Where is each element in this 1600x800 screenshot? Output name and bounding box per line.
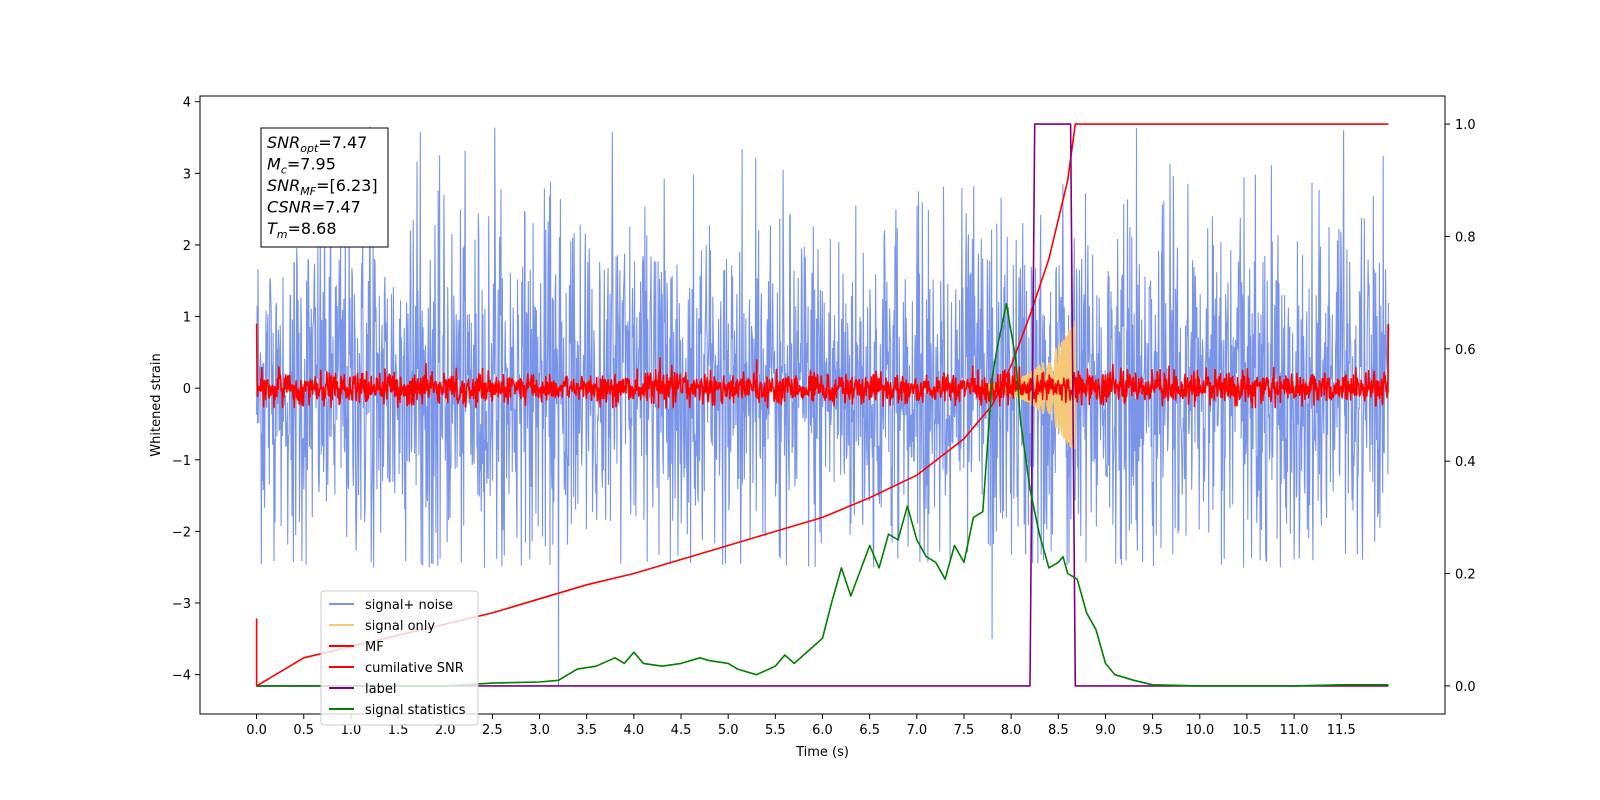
x-tick-label: 6.5: [859, 723, 880, 738]
x-tick-label: 11.5: [1327, 723, 1356, 738]
legend: signal+ noise signal only MF cumilative SNR…: [320, 590, 479, 726]
x-tick-label: 11.0: [1280, 723, 1309, 738]
annotation-symbol: T: [267, 219, 278, 238]
x-tick-label: 1.5: [388, 723, 409, 738]
x-tick-label: 4.0: [624, 723, 645, 738]
series-signal-statistics: [256, 303, 1389, 687]
annotation-symbol: M: [267, 155, 281, 174]
y-left-tick-label: 4: [183, 96, 191, 111]
legend-label: signal statistics: [365, 703, 466, 718]
annotation-value: =7.47: [312, 198, 361, 217]
x-tick-label: 9.0: [1095, 723, 1116, 738]
annotation-value: =[6.23]: [316, 176, 378, 195]
annotation-line: CSNR=7.47: [267, 198, 361, 217]
y-left-tick-label: −3: [172, 597, 191, 612]
y-axis-label: Whitened strain: [149, 353, 164, 456]
y-left-tick-label: −2: [172, 525, 191, 540]
series-label: [256, 123, 1389, 687]
x-tick-label: 8.0: [1001, 723, 1022, 738]
y-left-tick-label: −4: [172, 669, 191, 684]
x-tick-label: 5.5: [765, 723, 786, 738]
annotation-subscript: c: [281, 164, 287, 177]
x-tick-label: 10.0: [1185, 723, 1214, 738]
x-axis-label: Time (s): [795, 745, 849, 760]
annotation-line: Mc=7.95: [267, 155, 336, 177]
x-tick-label: 6.0: [812, 723, 833, 738]
legend-label: signal+ noise: [365, 598, 453, 613]
x-tick-label: 0.0: [246, 723, 267, 738]
y-right-tick-label: 1.0: [1455, 118, 1476, 133]
annotation-symbol: SNR: [267, 176, 300, 195]
y-left-tick-label: −1: [172, 454, 191, 469]
x-tick-label: 3.5: [576, 723, 597, 738]
annotation-value: =7.47: [318, 133, 367, 152]
x-tick-label: 9.5: [1142, 723, 1163, 738]
series-mf: [255, 323, 1390, 409]
x-tick-label: 8.5: [1048, 723, 1069, 738]
legend-label: signal only: [365, 619, 435, 634]
annotation-subscript: opt: [300, 142, 319, 155]
x-axis: 0.0 0.5 1.0 1.5 2.0 2.5 3.0 3.5 4.0 4.5 5.0 5.5 6.0 6…: [246, 714, 1356, 738]
annotation-symbol: CSNR: [267, 198, 312, 217]
x-tick-label: 7.0: [906, 723, 927, 738]
legend-frame: [320, 590, 479, 726]
annotation-line: SNRopt=7.47: [267, 133, 367, 155]
annotation-value: =8.68: [288, 219, 337, 238]
annotation-symbol: SNR: [267, 133, 300, 152]
annotation-value: =7.95: [287, 155, 336, 174]
legend-label: cumilative SNR: [365, 661, 464, 676]
x-tick-label: 7.5: [954, 723, 975, 738]
annotation-subscript: MF: [300, 185, 316, 198]
y-right-tick-label: 0.4: [1455, 455, 1476, 470]
y-left-tick-label: 1: [183, 311, 191, 326]
y-right-tick-label: 0.8: [1455, 230, 1476, 245]
x-tick-label: 4.5: [671, 723, 692, 738]
y-right-tick-label: 0.0: [1455, 680, 1476, 695]
annotation-line: SNRMF=[6.23]: [267, 176, 378, 198]
x-tick-label: 10.5: [1232, 723, 1261, 738]
y-left-tick-label: 3: [183, 167, 191, 182]
annotation-line: Tm=8.68: [267, 219, 337, 241]
y-right-tick-label: 0.6: [1455, 343, 1476, 358]
y-left-tick-label: 2: [183, 239, 191, 254]
x-tick-label: 1.0: [341, 723, 362, 738]
x-tick-label: 0.5: [293, 723, 314, 738]
x-tick-label: 5.0: [718, 723, 739, 738]
legend-label: label: [365, 682, 396, 697]
annotation-frame: [260, 127, 389, 248]
x-tick-label: 2.5: [482, 723, 503, 738]
y-axis-left: 4 3 2 1 0 −1 −2 −3 −4: [172, 96, 200, 684]
y-right-tick-label: 0.2: [1455, 568, 1476, 583]
y-axis-right: 1.0 0.8 0.6 0.4 0.2 0.0: [1445, 118, 1476, 695]
legend-label: MF: [365, 640, 384, 655]
y-left-tick-label: 0: [183, 382, 191, 397]
x-tick-label: 3.0: [529, 723, 550, 738]
annotation-box: SNRopt=7.47Mc=7.95SNRMF=[6.23]CSNR=7.47T…: [260, 127, 389, 248]
annotation-subscript: m: [277, 228, 288, 241]
x-tick-label: 2.0: [435, 723, 456, 738]
